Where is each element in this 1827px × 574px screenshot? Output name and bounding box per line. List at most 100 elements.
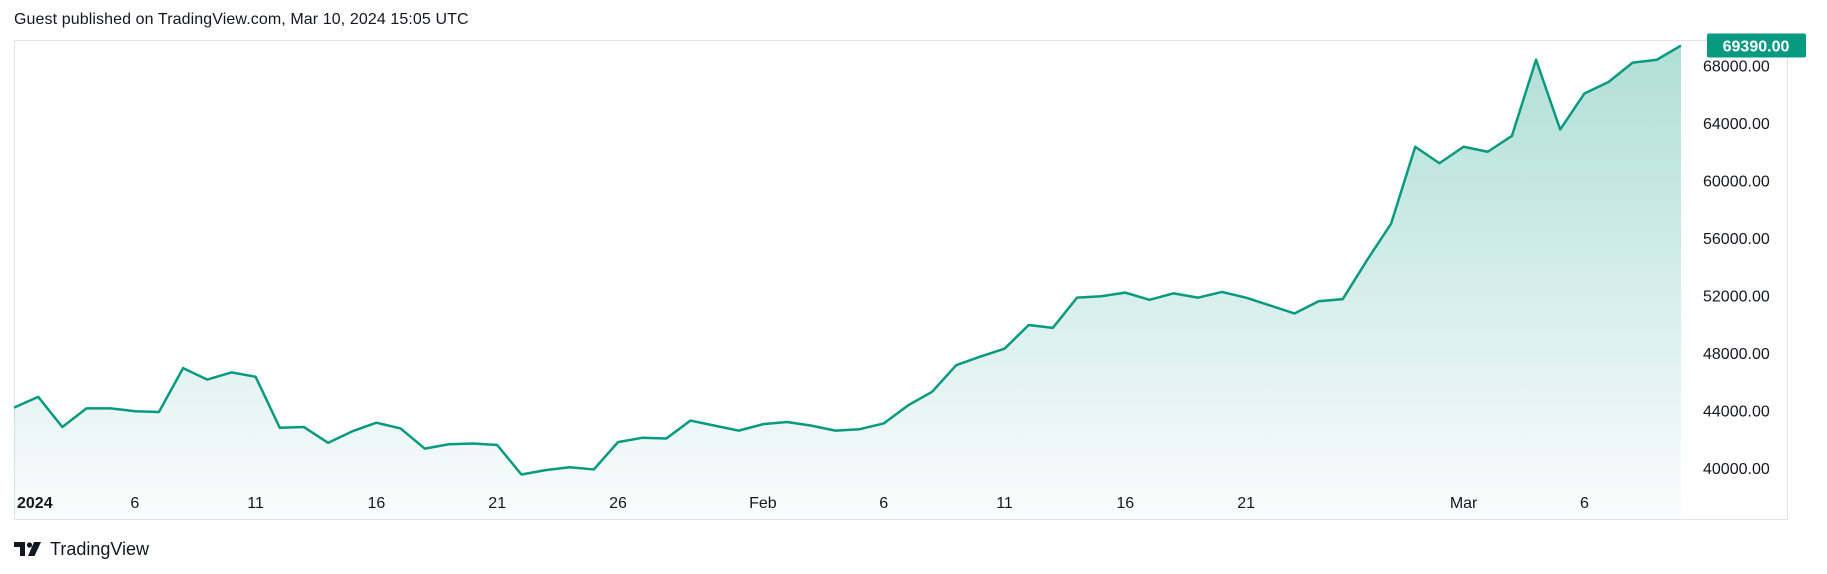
data-point[interactable] (1582, 92, 1586, 96)
y-tick-label: 68000.00 (1703, 59, 1770, 76)
brand-name: TradingView (50, 538, 150, 559)
data-point[interactable] (858, 427, 862, 431)
data-point[interactable] (1244, 296, 1248, 300)
y-tick-label: 48000.00 (1703, 346, 1770, 363)
last-price-label-bg (1707, 33, 1806, 58)
data-point[interactable] (278, 426, 282, 430)
data-point[interactable] (1003, 347, 1007, 351)
x-tick-label: 21 (488, 495, 506, 512)
data-point[interactable] (1679, 44, 1683, 48)
data-point[interactable] (1027, 323, 1031, 327)
data-point[interactable] (423, 447, 427, 451)
x-tick-label: 6 (879, 495, 888, 512)
publish-info: Guest published on TradingView.com, Mar … (14, 11, 469, 28)
data-point[interactable] (1655, 58, 1659, 62)
data-point[interactable] (471, 442, 475, 446)
x-tick-label: 16 (368, 495, 386, 512)
data-point[interactable] (1196, 296, 1200, 300)
data-point[interactable] (1292, 311, 1296, 315)
data-point[interactable] (640, 436, 644, 440)
data-point[interactable] (205, 378, 209, 382)
data-point[interactable] (229, 370, 233, 374)
last-price-value: 69390.00 (1723, 39, 1790, 56)
data-point[interactable] (906, 403, 910, 407)
x-tick-label: Feb (749, 495, 777, 512)
data-point[interactable] (109, 406, 113, 410)
x-tick-label: Mar (1450, 495, 1478, 512)
data-point[interactable] (1075, 296, 1079, 300)
data-point[interactable] (568, 465, 572, 469)
data-point[interactable] (302, 425, 306, 429)
data-point[interactable] (1172, 291, 1176, 295)
data-point[interactable] (84, 406, 88, 410)
y-tick-label: 44000.00 (1703, 404, 1770, 421)
data-point[interactable] (133, 409, 137, 413)
y-tick-label: 52000.00 (1703, 289, 1770, 306)
data-point[interactable] (664, 437, 668, 441)
data-point[interactable] (1462, 145, 1466, 149)
x-tick-label: 26 (609, 495, 627, 512)
data-point[interactable] (930, 390, 934, 394)
y-tick-label: 64000.00 (1703, 116, 1770, 133)
x-tick-label: 11 (247, 495, 264, 512)
series-area-fill (14, 45, 1681, 521)
data-point[interactable] (1365, 258, 1369, 262)
data-point[interactable] (36, 395, 40, 399)
data-point[interactable] (833, 429, 837, 433)
x-axis[interactable]: 2024 6 11 16 21 26 Feb 6 11 16 21 Mar 6 (17, 495, 1589, 512)
data-point[interactable] (1268, 304, 1272, 308)
y-tick-label: 40000.00 (1703, 461, 1770, 478)
tradingview-logo-icon (14, 542, 41, 556)
data-point[interactable] (1099, 294, 1103, 298)
data-point[interactable] (1147, 298, 1151, 302)
data-point[interactable] (1558, 127, 1562, 131)
data-point[interactable] (785, 420, 789, 424)
y-axis[interactable]: 40000.00 44000.00 48000.00 52000.00 56000.00… (1703, 59, 1770, 479)
data-point[interactable] (399, 426, 403, 430)
x-tick-label: 11 (996, 495, 1013, 512)
data-point[interactable] (713, 424, 717, 428)
data-point[interactable] (1389, 222, 1393, 226)
data-point[interactable] (254, 375, 258, 379)
data-point[interactable] (978, 355, 982, 359)
y-tick-label: 56000.00 (1703, 231, 1770, 248)
data-point[interactable] (1317, 299, 1321, 303)
data-point[interactable] (157, 410, 161, 414)
data-point[interactable] (1220, 290, 1224, 294)
data-point[interactable] (1534, 58, 1538, 62)
data-point[interactable] (592, 467, 596, 471)
data-point[interactable] (1510, 134, 1514, 138)
data-point[interactable] (350, 429, 354, 433)
data-point[interactable] (1437, 161, 1441, 165)
data-point[interactable] (1123, 291, 1127, 295)
data-point[interactable] (447, 442, 451, 446)
data-point[interactable] (1486, 150, 1490, 154)
data-point[interactable] (1051, 326, 1055, 330)
data-point[interactable] (616, 440, 620, 444)
data-point[interactable] (809, 424, 813, 428)
x-tick-label: 6 (1580, 495, 1589, 512)
footer-branding[interactable]: TradingView (14, 538, 149, 560)
data-point[interactable] (12, 406, 16, 410)
data-point[interactable] (1631, 61, 1635, 65)
data-point[interactable] (1341, 297, 1345, 301)
price-line[interactable] (13, 44, 1682, 476)
last-price-label: 69390.00 (1707, 33, 1806, 58)
data-point[interactable] (181, 366, 185, 370)
data-point[interactable] (60, 425, 64, 429)
x-tick-label: 2024 (17, 495, 53, 512)
data-point[interactable] (374, 421, 378, 425)
data-point[interactable] (544, 468, 548, 472)
data-point[interactable] (519, 472, 523, 476)
data-point[interactable] (1413, 145, 1417, 149)
data-point[interactable] (737, 429, 741, 433)
data-point[interactable] (882, 421, 886, 425)
data-point[interactable] (761, 422, 765, 426)
data-point[interactable] (495, 443, 499, 447)
data-point[interactable] (326, 441, 330, 445)
y-tick-label: 60000.00 (1703, 174, 1770, 191)
data-point[interactable] (1607, 80, 1611, 84)
data-point[interactable] (954, 363, 958, 367)
data-point[interactable] (688, 419, 692, 423)
